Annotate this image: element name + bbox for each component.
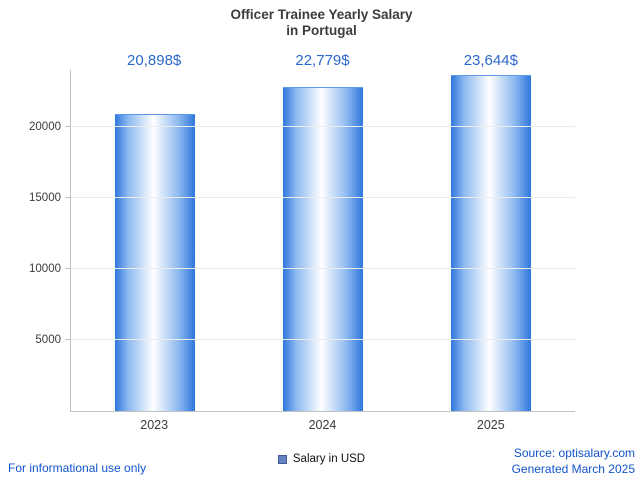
y-axis-tick-mark <box>65 267 71 269</box>
x-axis-label-2025: 2025 <box>476 418 505 432</box>
legend-swatch-icon <box>277 454 287 464</box>
bar-2023 <box>115 114 195 411</box>
source-attribution: Source: optisalary.com Generated March 2… <box>512 445 635 477</box>
y-axis-tick-mark <box>65 125 71 127</box>
disclaimer-text: For informational use only <box>8 461 147 475</box>
y-axis-tick-mark <box>65 196 71 198</box>
bar-column <box>407 70 575 411</box>
y-axis-tick-label: 10000 <box>29 262 61 275</box>
bar-2024 <box>283 87 363 411</box>
bar-row <box>71 70 575 411</box>
generated-text: Generated March 2025 <box>511 462 635 476</box>
gridline <box>71 196 575 198</box>
chart-title-line1: Officer Trainee Yearly Salary <box>230 7 413 22</box>
value-label-row: 20,898$ 22,779$ 23,644$ <box>70 52 575 72</box>
bar-column <box>239 70 407 411</box>
gridline <box>71 267 575 269</box>
y-axis-tick-label: 5000 <box>35 333 61 346</box>
chart-title-line2: in Portugal <box>286 23 357 38</box>
y-axis-tick-label: 20000 <box>29 120 61 133</box>
bar-2025 <box>451 75 531 411</box>
legend-label: Salary in USD <box>292 453 366 465</box>
gridline <box>71 125 575 127</box>
bar-column <box>71 70 239 411</box>
source-text: Source: optisalary.com <box>513 446 635 460</box>
y-axis-tick-label: 15000 <box>29 191 61 204</box>
y-axis-tick-mark <box>65 338 71 340</box>
gridline <box>71 338 575 340</box>
value-label-2023: 20,898$ <box>127 52 182 69</box>
plot-area: 5000 10000 15000 20000 <box>29 70 575 412</box>
value-label-2024: 22,779$ <box>295 52 350 69</box>
x-axis-label-2024: 2024 <box>308 418 337 432</box>
chart-title: Officer Trainee Yearly Salary in Portuga… <box>0 7 643 39</box>
value-label-2025: 23,644$ <box>463 52 518 69</box>
x-axis-label-2023: 2023 <box>140 418 169 432</box>
legend: Salary in USD <box>0 453 643 465</box>
x-axis-category-row: 2023 2024 2025 <box>70 418 575 434</box>
